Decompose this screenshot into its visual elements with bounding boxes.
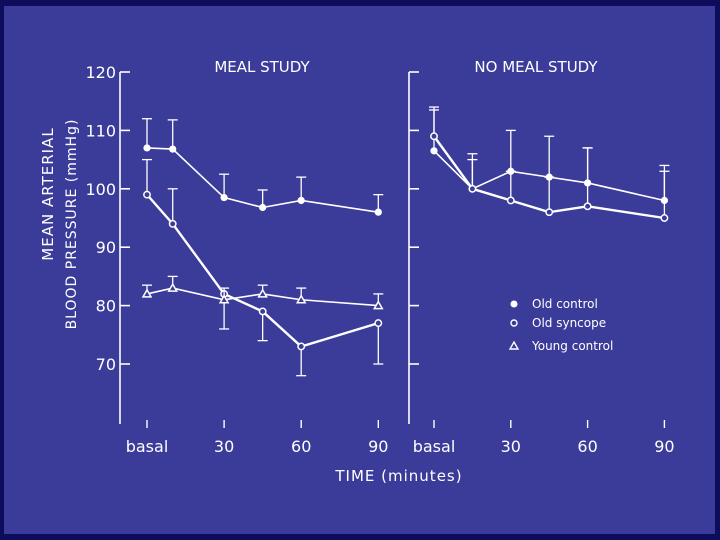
legend-label: Old syncope — [532, 316, 606, 330]
x-tick-label: basal — [126, 437, 169, 456]
data-point-old-syncope — [297, 342, 306, 351]
series-line-old-syncope — [433, 135, 665, 220]
data-point-old-syncope — [545, 208, 554, 217]
data-point-young-control — [373, 300, 384, 310]
y-tick-label: 70 — [96, 355, 116, 374]
series-line-old-control — [146, 147, 379, 213]
data-point-old-control — [169, 145, 177, 153]
series-line-old-control — [433, 150, 665, 202]
data-point-young-control — [141, 288, 153, 298]
data-point-young-control — [218, 294, 230, 304]
data-point-old-syncope — [374, 319, 383, 328]
x-tick-label: 90 — [654, 437, 674, 456]
y-tick-label: 80 — [96, 297, 116, 316]
legend-label: Old control — [532, 297, 598, 311]
data-point-old-syncope — [143, 190, 151, 199]
data-point-old-syncope — [660, 214, 669, 222]
legend-marker-young-control — [508, 340, 520, 350]
data-point-old-syncope — [168, 219, 177, 228]
no-meal-panel-title: NO MEAL STUDY — [474, 58, 598, 76]
x-tick-label: 30 — [501, 437, 521, 456]
data-point-young-control — [167, 282, 178, 292]
data-point-old-control — [374, 208, 382, 216]
data-point-young-control — [257, 288, 268, 298]
x-tick-label: basal — [413, 437, 456, 456]
x-tick-label: 30 — [214, 437, 234, 456]
data-point-old-syncope — [583, 202, 592, 211]
data-point-old-syncope — [506, 196, 515, 205]
y-tick-label: 100 — [85, 180, 116, 199]
x-tick-label: 90 — [368, 437, 388, 456]
series-line-young-control — [146, 287, 379, 307]
x-axis-label: TIME (minutes) — [334, 467, 462, 485]
data-point-old-control — [430, 147, 438, 155]
data-point-old-syncope — [258, 307, 267, 316]
slide-background: MEAN ARTERIAL BLOOD PRESSURE (mmHg) MEAL… — [4, 6, 715, 534]
data-point-old-control — [297, 196, 305, 205]
y-axis-label-line1: MEAN ARTERIAL — [39, 127, 57, 260]
y-tick-label: 120 — [85, 63, 116, 82]
data-point-old-control — [259, 203, 267, 212]
legend-marker-old-syncope — [510, 319, 518, 327]
series-line-old-syncope — [146, 193, 379, 348]
y-tick-label: 90 — [96, 238, 116, 257]
data-point-old-control — [220, 193, 228, 202]
y-tick-label: 110 — [85, 121, 116, 140]
data-point-old-syncope — [430, 132, 438, 141]
x-tick-label: 60 — [577, 437, 597, 456]
legend-marker-old-control — [510, 300, 518, 308]
data-point-old-control — [143, 144, 151, 152]
x-tick-label: 60 — [291, 437, 311, 456]
data-point-young-control — [295, 294, 307, 304]
bp-line-chart: MEAN ARTERIAL BLOOD PRESSURE (mmHg) MEAL… — [39, 58, 675, 485]
legend-label: Young control — [531, 339, 613, 353]
data-point-old-syncope — [468, 184, 477, 193]
y-axis-label-line2: BLOOD PRESSURE (mmHg) — [64, 119, 80, 330]
meal-panel-title: MEAL STUDY — [214, 58, 310, 76]
